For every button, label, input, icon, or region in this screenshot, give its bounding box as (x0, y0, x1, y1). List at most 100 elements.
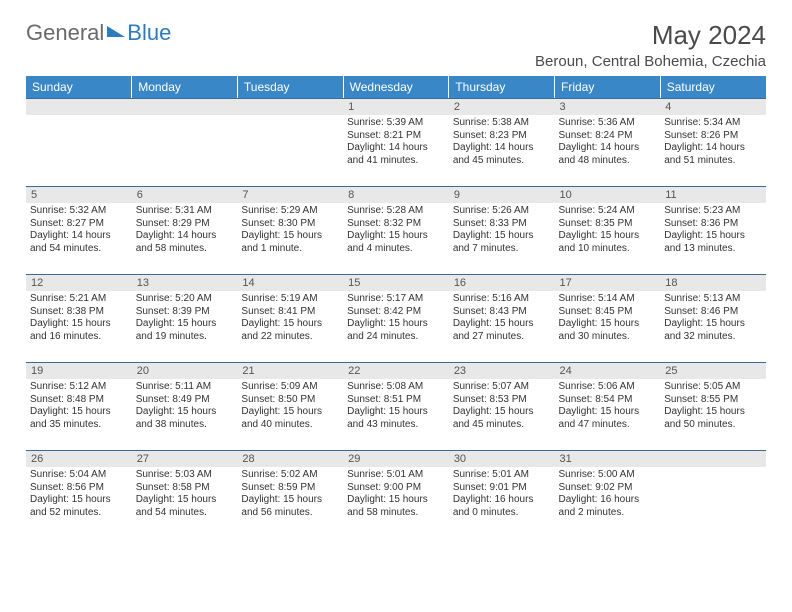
day-number: 17 (555, 274, 661, 291)
day-content: Sunrise: 5:28 AMSunset: 8:32 PMDaylight:… (343, 203, 449, 257)
sunrise-line: Sunrise: 5:34 AM (664, 117, 762, 130)
calendar-week: 1Sunrise: 5:39 AMSunset: 8:21 PMDaylight… (26, 98, 766, 186)
day-content: Sunrise: 5:34 AMSunset: 8:26 PMDaylight:… (660, 115, 766, 169)
day-number-blank (26, 98, 132, 115)
daylight-line: Daylight: 15 hours and 47 minutes. (559, 406, 657, 431)
sunrise-line: Sunrise: 5:36 AM (559, 117, 657, 130)
daylight-line: Daylight: 16 hours and 0 minutes. (453, 494, 551, 519)
daylight-line: Daylight: 15 hours and 54 minutes. (136, 494, 234, 519)
sunrise-line: Sunrise: 5:26 AM (453, 205, 551, 218)
sunset-line: Sunset: 8:53 PM (453, 394, 551, 407)
daylight-line: Daylight: 15 hours and 27 minutes. (453, 318, 551, 343)
sunset-line: Sunset: 8:48 PM (30, 394, 128, 407)
sunrise-line: Sunrise: 5:04 AM (30, 469, 128, 482)
sunrise-line: Sunrise: 5:31 AM (136, 205, 234, 218)
day-content: Sunrise: 5:29 AMSunset: 8:30 PMDaylight:… (237, 203, 343, 257)
sunset-line: Sunset: 9:02 PM (559, 482, 657, 495)
brand-part2: Blue (127, 20, 171, 46)
day-number-blank (660, 450, 766, 467)
sunset-line: Sunset: 8:32 PM (347, 218, 445, 231)
day-number: 1 (343, 98, 449, 115)
location: Beroun, Central Bohemia, Czechia (535, 53, 766, 70)
day-number: 21 (237, 362, 343, 379)
calendar-day: 6Sunrise: 5:31 AMSunset: 8:29 PMDaylight… (132, 186, 238, 274)
sunset-line: Sunset: 9:00 PM (347, 482, 445, 495)
day-content: Sunrise: 5:12 AMSunset: 8:48 PMDaylight:… (26, 379, 132, 433)
day-content: Sunrise: 5:07 AMSunset: 8:53 PMDaylight:… (449, 379, 555, 433)
day-number: 30 (449, 450, 555, 467)
sunset-line: Sunset: 8:58 PM (136, 482, 234, 495)
daylight-line: Daylight: 15 hours and 35 minutes. (30, 406, 128, 431)
day-number: 24 (555, 362, 661, 379)
sunset-line: Sunset: 8:38 PM (30, 306, 128, 319)
header: General Blue May 2024 Beroun, Central Bo… (26, 20, 766, 70)
sunset-line: Sunset: 8:39 PM (136, 306, 234, 319)
day-content: Sunrise: 5:09 AMSunset: 8:50 PMDaylight:… (237, 379, 343, 433)
sunset-line: Sunset: 8:54 PM (559, 394, 657, 407)
day-content: Sunrise: 5:14 AMSunset: 8:45 PMDaylight:… (555, 291, 661, 345)
sunset-line: Sunset: 8:49 PM (136, 394, 234, 407)
sunrise-line: Sunrise: 5:11 AM (136, 381, 234, 394)
day-content: Sunrise: 5:26 AMSunset: 8:33 PMDaylight:… (449, 203, 555, 257)
brand-part1: General (26, 20, 104, 46)
sunset-line: Sunset: 8:23 PM (453, 130, 551, 143)
day-header: Monday (132, 76, 238, 98)
daylight-line: Daylight: 15 hours and 22 minutes. (241, 318, 339, 343)
sunrise-line: Sunrise: 5:03 AM (136, 469, 234, 482)
day-header: Saturday (660, 76, 766, 98)
day-header: Tuesday (237, 76, 343, 98)
day-content: Sunrise: 5:08 AMSunset: 8:51 PMDaylight:… (343, 379, 449, 433)
calendar-day: 29Sunrise: 5:01 AMSunset: 9:00 PMDayligh… (343, 450, 449, 538)
calendar-day: 22Sunrise: 5:08 AMSunset: 8:51 PMDayligh… (343, 362, 449, 450)
daylight-line: Daylight: 16 hours and 2 minutes. (559, 494, 657, 519)
day-number: 15 (343, 274, 449, 291)
daylight-line: Daylight: 15 hours and 43 minutes. (347, 406, 445, 431)
sunrise-line: Sunrise: 5:01 AM (453, 469, 551, 482)
calendar-day: 12Sunrise: 5:21 AMSunset: 8:38 PMDayligh… (26, 274, 132, 362)
sunrise-line: Sunrise: 5:38 AM (453, 117, 551, 130)
daylight-line: Daylight: 15 hours and 10 minutes. (559, 230, 657, 255)
sunset-line: Sunset: 8:27 PM (30, 218, 128, 231)
sunrise-line: Sunrise: 5:01 AM (347, 469, 445, 482)
calendar-day (660, 450, 766, 538)
month-title: May 2024 (535, 20, 766, 51)
sunset-line: Sunset: 8:33 PM (453, 218, 551, 231)
calendar-day (26, 98, 132, 186)
daylight-line: Daylight: 15 hours and 58 minutes. (347, 494, 445, 519)
day-number: 14 (237, 274, 343, 291)
calendar-day: 9Sunrise: 5:26 AMSunset: 8:33 PMDaylight… (449, 186, 555, 274)
day-number: 5 (26, 186, 132, 203)
calendar-week: 12Sunrise: 5:21 AMSunset: 8:38 PMDayligh… (26, 274, 766, 362)
day-content: Sunrise: 5:24 AMSunset: 8:35 PMDaylight:… (555, 203, 661, 257)
day-content: Sunrise: 5:21 AMSunset: 8:38 PMDaylight:… (26, 291, 132, 345)
calendar-day: 18Sunrise: 5:13 AMSunset: 8:46 PMDayligh… (660, 274, 766, 362)
daylight-line: Daylight: 15 hours and 30 minutes. (559, 318, 657, 343)
daylight-line: Daylight: 15 hours and 56 minutes. (241, 494, 339, 519)
day-number: 7 (237, 186, 343, 203)
day-number: 2 (449, 98, 555, 115)
day-number: 3 (555, 98, 661, 115)
day-content: Sunrise: 5:04 AMSunset: 8:56 PMDaylight:… (26, 467, 132, 521)
calendar-day: 27Sunrise: 5:03 AMSunset: 8:58 PMDayligh… (132, 450, 238, 538)
day-content: Sunrise: 5:11 AMSunset: 8:49 PMDaylight:… (132, 379, 238, 433)
sunrise-line: Sunrise: 5:12 AM (30, 381, 128, 394)
calendar-day: 28Sunrise: 5:02 AMSunset: 8:59 PMDayligh… (237, 450, 343, 538)
day-number: 10 (555, 186, 661, 203)
sunset-line: Sunset: 8:59 PM (241, 482, 339, 495)
calendar-day: 19Sunrise: 5:12 AMSunset: 8:48 PMDayligh… (26, 362, 132, 450)
sunrise-line: Sunrise: 5:21 AM (30, 293, 128, 306)
day-content: Sunrise: 5:01 AMSunset: 9:00 PMDaylight:… (343, 467, 449, 521)
sunset-line: Sunset: 8:36 PM (664, 218, 762, 231)
calendar-day: 1Sunrise: 5:39 AMSunset: 8:21 PMDaylight… (343, 98, 449, 186)
calendar-day: 24Sunrise: 5:06 AMSunset: 8:54 PMDayligh… (555, 362, 661, 450)
sunrise-line: Sunrise: 5:00 AM (559, 469, 657, 482)
sunrise-line: Sunrise: 5:08 AM (347, 381, 445, 394)
sunrise-line: Sunrise: 5:13 AM (664, 293, 762, 306)
day-content: Sunrise: 5:01 AMSunset: 9:01 PMDaylight:… (449, 467, 555, 521)
calendar-day: 7Sunrise: 5:29 AMSunset: 8:30 PMDaylight… (237, 186, 343, 274)
day-content: Sunrise: 5:05 AMSunset: 8:55 PMDaylight:… (660, 379, 766, 433)
calendar-table: SundayMondayTuesdayWednesdayThursdayFrid… (26, 76, 766, 538)
calendar-day: 3Sunrise: 5:36 AMSunset: 8:24 PMDaylight… (555, 98, 661, 186)
daylight-line: Daylight: 15 hours and 24 minutes. (347, 318, 445, 343)
calendar-day: 4Sunrise: 5:34 AMSunset: 8:26 PMDaylight… (660, 98, 766, 186)
